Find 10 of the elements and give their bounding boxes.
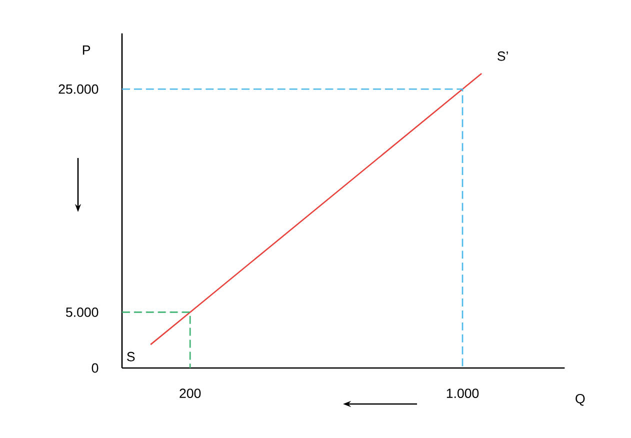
y-tick-label: 25.000: [58, 84, 98, 94]
y-axis-title: P: [82, 45, 90, 55]
x-axis-title: Q: [576, 394, 585, 406]
annotation: S: [127, 352, 135, 362]
y-tick-label: 5.000: [66, 308, 98, 317]
x-tick-label: 1.000: [446, 388, 479, 398]
x-tick-label: 200: [180, 388, 201, 398]
annotation: S’: [498, 51, 508, 61]
y-tick-label: 0: [92, 363, 98, 373]
line-series: [150, 72, 482, 346]
